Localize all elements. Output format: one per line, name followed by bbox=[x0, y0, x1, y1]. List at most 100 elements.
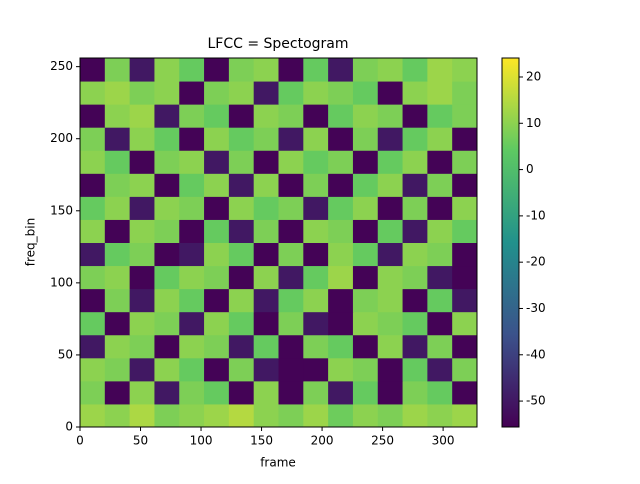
heatmap-cell bbox=[377, 403, 404, 428]
heatmap-cell bbox=[179, 380, 205, 405]
heatmap-cell bbox=[253, 104, 279, 128]
heatmap-cell bbox=[402, 311, 428, 336]
heatmap-cell bbox=[253, 196, 279, 220]
heatmap-cell bbox=[204, 196, 230, 220]
heatmap-cell bbox=[328, 311, 354, 336]
heatmap-cell bbox=[427, 150, 453, 174]
heatmap-cell bbox=[352, 150, 379, 174]
heatmap-cell bbox=[154, 150, 180, 174]
heatmap-cell bbox=[402, 58, 428, 82]
colorbar-tick-label: -30 bbox=[526, 301, 546, 315]
heatmap-cell bbox=[154, 127, 180, 151]
heatmap-cell bbox=[228, 127, 255, 151]
heatmap-cell bbox=[328, 265, 354, 290]
heatmap-cell bbox=[402, 357, 428, 382]
heatmap-cell bbox=[303, 288, 329, 313]
heatmap-cell bbox=[278, 58, 304, 82]
heatmap-cell bbox=[179, 334, 205, 359]
heatmap-cell bbox=[204, 104, 230, 128]
heatmap-cell bbox=[427, 357, 453, 382]
heatmap-cell bbox=[328, 403, 354, 428]
heatmap-cell bbox=[80, 334, 106, 359]
heatmap-cell bbox=[377, 357, 404, 382]
heatmap-cell bbox=[104, 242, 131, 267]
heatmap-cell bbox=[452, 127, 478, 151]
heatmap-cell bbox=[154, 173, 180, 197]
heatmap-cell bbox=[377, 288, 404, 313]
heatmap-cell bbox=[253, 173, 279, 197]
heatmap-cell bbox=[154, 242, 180, 267]
heatmap-cell bbox=[377, 127, 404, 151]
x-axis-label: frame bbox=[260, 456, 296, 470]
heatmap-cell bbox=[303, 196, 329, 220]
heatmap-cell bbox=[278, 173, 304, 197]
heatmap-cell bbox=[80, 127, 106, 151]
heatmap-cell bbox=[328, 58, 354, 82]
heatmap-cell bbox=[452, 242, 478, 267]
heatmap-cell bbox=[154, 196, 180, 220]
heatmap-cell bbox=[278, 265, 304, 290]
heatmap-cell bbox=[278, 81, 304, 105]
heatmap-cell bbox=[352, 357, 379, 382]
heatmap-cell bbox=[402, 380, 428, 405]
heatmap-cell bbox=[427, 334, 453, 359]
heatmap-cell bbox=[278, 242, 304, 267]
heatmap-cell bbox=[253, 288, 279, 313]
heatmap-cell bbox=[328, 196, 354, 220]
colorbar bbox=[501, 57, 520, 428]
heatmap-cell bbox=[377, 81, 404, 105]
y-tick-label: 100 bbox=[50, 275, 73, 289]
heatmap-cell bbox=[303, 104, 329, 128]
heatmap-cell bbox=[179, 196, 205, 220]
heatmap-cell bbox=[204, 265, 230, 290]
heatmap-cell bbox=[377, 173, 404, 197]
heatmap-cell bbox=[204, 242, 230, 267]
heatmap-cell bbox=[104, 173, 131, 197]
heatmap-cell bbox=[402, 334, 428, 359]
heatmap-cell bbox=[154, 334, 180, 359]
heatmap-cell bbox=[154, 311, 180, 336]
heatmap-cell bbox=[204, 357, 230, 382]
x-tick-label: 0 bbox=[76, 434, 84, 448]
heatmap-cell bbox=[80, 196, 106, 220]
y-tick-label: 50 bbox=[58, 347, 73, 361]
heatmap-cell bbox=[352, 311, 379, 336]
heatmap-cell bbox=[228, 311, 255, 336]
heatmap-cell bbox=[204, 219, 230, 243]
heatmap-cell bbox=[328, 288, 354, 313]
heatmap-cell bbox=[104, 219, 131, 243]
heatmap-cell bbox=[228, 242, 255, 267]
heatmap-cell bbox=[328, 219, 354, 243]
heatmap-cell bbox=[228, 380, 255, 405]
heatmap-cell bbox=[228, 58, 255, 82]
heatmap-cell bbox=[452, 58, 478, 82]
heatmap-cell bbox=[402, 288, 428, 313]
x-tick-label: 300 bbox=[432, 434, 455, 448]
heatmap-cell bbox=[253, 265, 279, 290]
heatmap-cell bbox=[129, 150, 155, 174]
heatmap-cell bbox=[204, 288, 230, 313]
heatmap-cell bbox=[253, 311, 279, 336]
chart-title: LFCC = Spectogram bbox=[207, 36, 348, 52]
heatmap-cell bbox=[253, 403, 279, 428]
heatmap-cell bbox=[377, 265, 404, 290]
heatmap-cell bbox=[253, 58, 279, 82]
heatmap-cell bbox=[377, 58, 404, 82]
colorbar-tick-label: 20 bbox=[526, 69, 541, 83]
heatmap-cell bbox=[104, 334, 131, 359]
heatmap-cell bbox=[228, 150, 255, 174]
heatmap-cell bbox=[204, 380, 230, 405]
heatmap-cell bbox=[129, 265, 155, 290]
heatmap-cell bbox=[427, 104, 453, 128]
y-tick-label: 200 bbox=[50, 131, 73, 145]
heatmap-cell bbox=[80, 58, 106, 82]
heatmap-cell bbox=[154, 265, 180, 290]
heatmap-cell bbox=[129, 81, 155, 105]
y-tick-label: 0 bbox=[65, 420, 73, 434]
heatmap-cell bbox=[377, 150, 404, 174]
heatmap-cell bbox=[352, 58, 379, 82]
heatmap-cell bbox=[104, 311, 131, 336]
heatmap-cell bbox=[179, 311, 205, 336]
colorbar-tick-label: -20 bbox=[526, 255, 546, 269]
heatmap-cell bbox=[377, 334, 404, 359]
